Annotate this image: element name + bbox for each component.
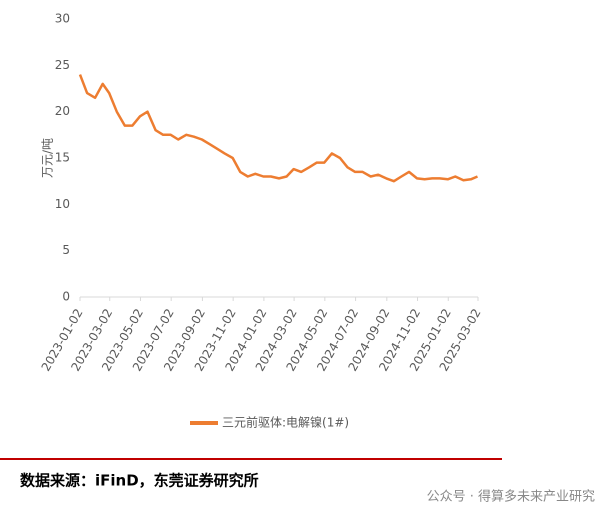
y-tick-label: 5 xyxy=(62,243,70,257)
y-tick-label: 0 xyxy=(62,290,70,304)
series-line xyxy=(78,74,478,183)
y-tick-label: 15 xyxy=(55,151,70,165)
legend-label: 三元前驱体:电解镍(1#) xyxy=(222,415,349,430)
y-axis-label: 万元/吨 xyxy=(41,138,55,178)
y-tick-label: 30 xyxy=(55,12,70,26)
source: 数据来源：iFinD，东莞证券研究所 xyxy=(20,472,259,490)
y-tick-label: 20 xyxy=(55,104,70,118)
y-tick-label: 25 xyxy=(55,58,70,72)
y-tick-label: 10 xyxy=(55,197,70,211)
watermark: 公众号 · 得算多未来产业研究 xyxy=(427,489,595,505)
